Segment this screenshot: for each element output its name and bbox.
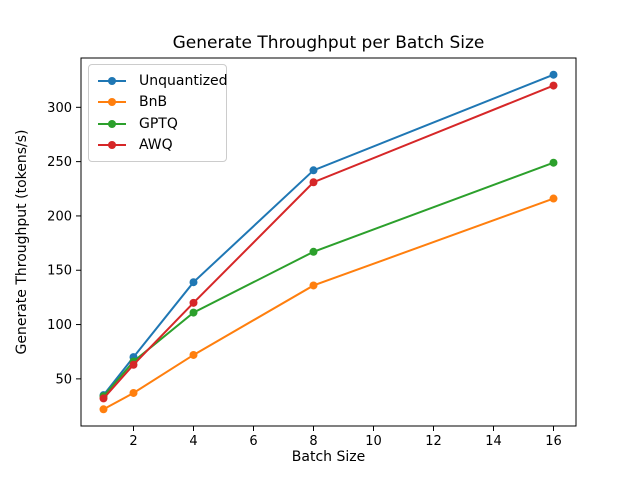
y-tick-label: 150 xyxy=(47,264,72,279)
data-point-bnb-batch-16 xyxy=(549,194,558,203)
legend-label-unquantized: Unquantized xyxy=(139,72,228,89)
y-tick-label: 200 xyxy=(47,209,72,224)
legend-line-marker-icon-awq xyxy=(98,141,126,150)
legend-label-gptq: GPTQ xyxy=(139,115,178,132)
data-point-awq-batch-16 xyxy=(549,81,558,90)
x-tick-label: 12 xyxy=(425,434,442,449)
data-point-gptq-batch-4 xyxy=(189,308,198,317)
data-point-unquantized-batch-16 xyxy=(549,70,558,79)
data-point-awq-batch-2 xyxy=(129,360,138,369)
data-point-awq-batch-8 xyxy=(309,178,318,187)
data-point-unquantized-batch-8 xyxy=(309,166,318,175)
data-point-awq-batch-4 xyxy=(189,298,198,307)
legend-item-bnb: BnB xyxy=(97,92,218,114)
x-tick-label: 2 xyxy=(129,434,137,449)
y-tick-label: 250 xyxy=(47,155,72,170)
data-point-bnb-batch-1 xyxy=(99,405,108,414)
x-tick-label: 10 xyxy=(365,434,382,449)
y-tick-label: 100 xyxy=(47,318,72,333)
series-line-bnb xyxy=(103,197,554,411)
legend-line-marker-icon-unquantized xyxy=(98,76,126,85)
data-point-gptq-batch-8 xyxy=(309,247,318,256)
x-tick-label: 14 xyxy=(485,434,502,449)
legend-item-gptq: GPTQ xyxy=(97,113,218,135)
x-tick-label: 16 xyxy=(545,434,562,449)
legend-item-awq: AWQ xyxy=(97,135,218,157)
legend-line-marker-icon-bnb xyxy=(98,98,126,107)
legend-label-awq: AWQ xyxy=(139,137,173,154)
x-tick-label: 8 xyxy=(309,434,317,449)
data-point-bnb-batch-8 xyxy=(309,281,318,290)
x-axis-label: Batch Size xyxy=(291,449,366,465)
legend-label-bnb: BnB xyxy=(139,94,168,111)
legend: Unquantized BnB GPTQ AWQ xyxy=(88,64,228,162)
data-point-bnb-batch-4 xyxy=(189,350,198,359)
x-tick-label: 6 xyxy=(249,434,257,449)
y-tick-label: 300 xyxy=(47,101,72,116)
legend-item-unquantized: Unquantized xyxy=(97,70,228,92)
chart-title: Generate Throughput per Batch Size xyxy=(172,33,485,53)
data-point-gptq-batch-16 xyxy=(549,158,558,167)
x-tick-label: 4 xyxy=(189,434,197,449)
data-point-awq-batch-1 xyxy=(99,394,108,403)
plot-box xyxy=(80,57,577,427)
data-point-bnb-batch-2 xyxy=(129,388,138,397)
data-point-unquantized-batch-4 xyxy=(189,278,198,287)
y-tick-label: 50 xyxy=(55,372,72,387)
y-axis-label-text: Generate Throughput (tokens/s) xyxy=(14,129,30,355)
legend-line-marker-icon-gptq xyxy=(98,119,126,128)
